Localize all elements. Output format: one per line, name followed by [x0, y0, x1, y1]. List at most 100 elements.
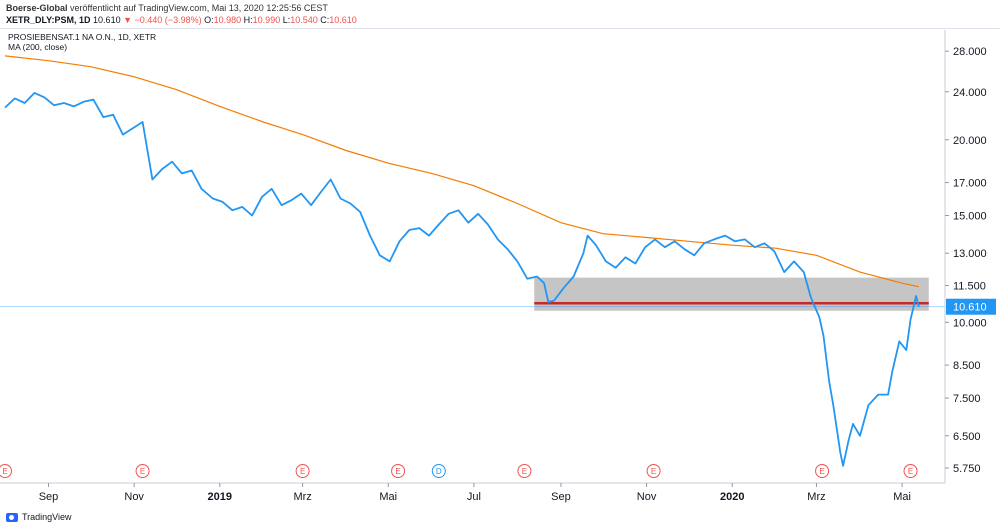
price-point — [82, 101, 84, 103]
last-price-label: 10.610 — [953, 302, 987, 314]
price-point — [624, 256, 626, 258]
x-tick-label: Mrz — [807, 491, 825, 503]
price-point — [320, 191, 322, 193]
y-tick-label: 6.500 — [953, 431, 981, 443]
support-zone — [534, 277, 929, 311]
price-point — [231, 209, 233, 211]
price-point — [408, 229, 410, 231]
x-tick-label: Jul — [467, 491, 481, 503]
event-marker-icon — [295, 464, 310, 478]
price-point — [73, 105, 75, 107]
tradingview-brand[interactable]: TradingView — [22, 512, 72, 522]
price-point — [43, 96, 45, 98]
y-tick-label: 13.000 — [953, 248, 987, 260]
price-point — [703, 242, 705, 244]
price-point — [290, 199, 292, 201]
price-point — [828, 380, 830, 382]
price-point — [221, 201, 223, 203]
price-point — [102, 116, 104, 118]
price-point — [586, 234, 588, 236]
price-axis[interactable]: 5.750 6.500 7.500 8.500 10.000 11.500 13.000 15… — [945, 46, 996, 475]
price-point — [428, 234, 430, 236]
price-point — [763, 242, 765, 244]
high-value: 10.990 — [252, 15, 281, 25]
price-point — [832, 404, 834, 406]
price-point — [898, 340, 900, 342]
price-point — [724, 234, 726, 236]
price-point — [859, 435, 861, 437]
price-point — [280, 204, 282, 206]
price-point — [887, 393, 889, 395]
price-point — [839, 451, 841, 453]
price-point — [605, 260, 607, 262]
price-point — [713, 238, 715, 240]
price-point — [477, 213, 479, 215]
price-point — [63, 102, 65, 104]
price-chart[interactable]: E E E E D E E E E 5.750 6.500 7.500 8.500 10.000 11.5… — [0, 0, 1000, 510]
price-point — [330, 178, 332, 180]
price-point — [151, 178, 153, 180]
x-tick-label: Sep — [39, 491, 59, 503]
price-point — [379, 254, 381, 256]
event-marker-label: E — [395, 467, 400, 476]
price-point — [793, 260, 795, 262]
close-label: C: — [320, 15, 330, 25]
price-point — [783, 271, 785, 273]
price-point — [867, 404, 869, 406]
last-price-badge — [946, 298, 996, 315]
last-value: 10.610 — [93, 15, 121, 25]
y-tick-label: 20.000 — [953, 135, 987, 147]
change-value: −0.440 (−3.98%) — [134, 15, 202, 25]
event-marker-icon — [135, 464, 150, 478]
event-marker-label: E — [140, 467, 145, 476]
price-point — [595, 244, 597, 246]
open-label: O: — [204, 15, 214, 25]
price-point — [810, 296, 812, 298]
price-point — [905, 349, 907, 351]
price-point — [141, 121, 143, 123]
price-point — [122, 133, 124, 135]
price-point — [212, 197, 214, 199]
price-point — [572, 275, 574, 277]
tradingview-logo-icon — [6, 512, 18, 522]
event-marker-label: E — [300, 467, 305, 476]
series-line-price — [4, 92, 920, 467]
price-point — [683, 248, 685, 250]
price-point — [654, 238, 656, 240]
price-point — [241, 206, 243, 208]
price-point — [516, 260, 518, 262]
price-point — [388, 260, 390, 262]
price-point — [53, 104, 55, 106]
y-tick-label: 15.000 — [953, 211, 987, 223]
price-point — [915, 295, 917, 297]
chart-header: Boerse-Global veröffentlicht auf Trading… — [0, 0, 1000, 28]
symbol-label[interactable]: XETR_DLY:PSM, 1D — [6, 15, 91, 25]
price-point — [673, 240, 675, 242]
price-point — [359, 211, 361, 213]
y-tick-label: 17.000 — [953, 178, 987, 190]
y-tick-label: 5.750 — [953, 463, 981, 475]
event-marker-icon — [391, 464, 406, 478]
ohlc-legend: XETR_DLY:PSM, 1D 10.610 ▼ −0.440 (−3.98%… — [6, 15, 357, 25]
publisher-name: Boerse-Global — [6, 3, 68, 13]
x-tick-label: Nov — [124, 491, 144, 503]
price-point — [543, 282, 545, 284]
price-point — [547, 301, 549, 303]
x-tick-label: 2019 — [208, 491, 232, 503]
price-point — [497, 238, 499, 240]
time-axis[interactable]: Sep Nov 2019 Mrz Mai Jul Sep Nov 2020 Mrz Mai — [39, 483, 911, 503]
x-tick-label: Sep — [551, 491, 571, 503]
event-marker-label: E — [522, 467, 527, 476]
price-point — [457, 209, 459, 211]
price-point — [418, 227, 420, 229]
price-point — [753, 246, 755, 248]
event-marker-icon — [646, 464, 661, 478]
price-point — [369, 234, 371, 236]
price-point — [693, 254, 695, 256]
y-tick-label: 8.500 — [953, 360, 981, 372]
y-tick-label: 28.000 — [953, 46, 987, 58]
price-point — [848, 439, 850, 441]
y-tick-label: 7.500 — [953, 393, 981, 405]
x-tick-label: Mai — [893, 491, 911, 503]
low-label: L: — [282, 15, 291, 25]
